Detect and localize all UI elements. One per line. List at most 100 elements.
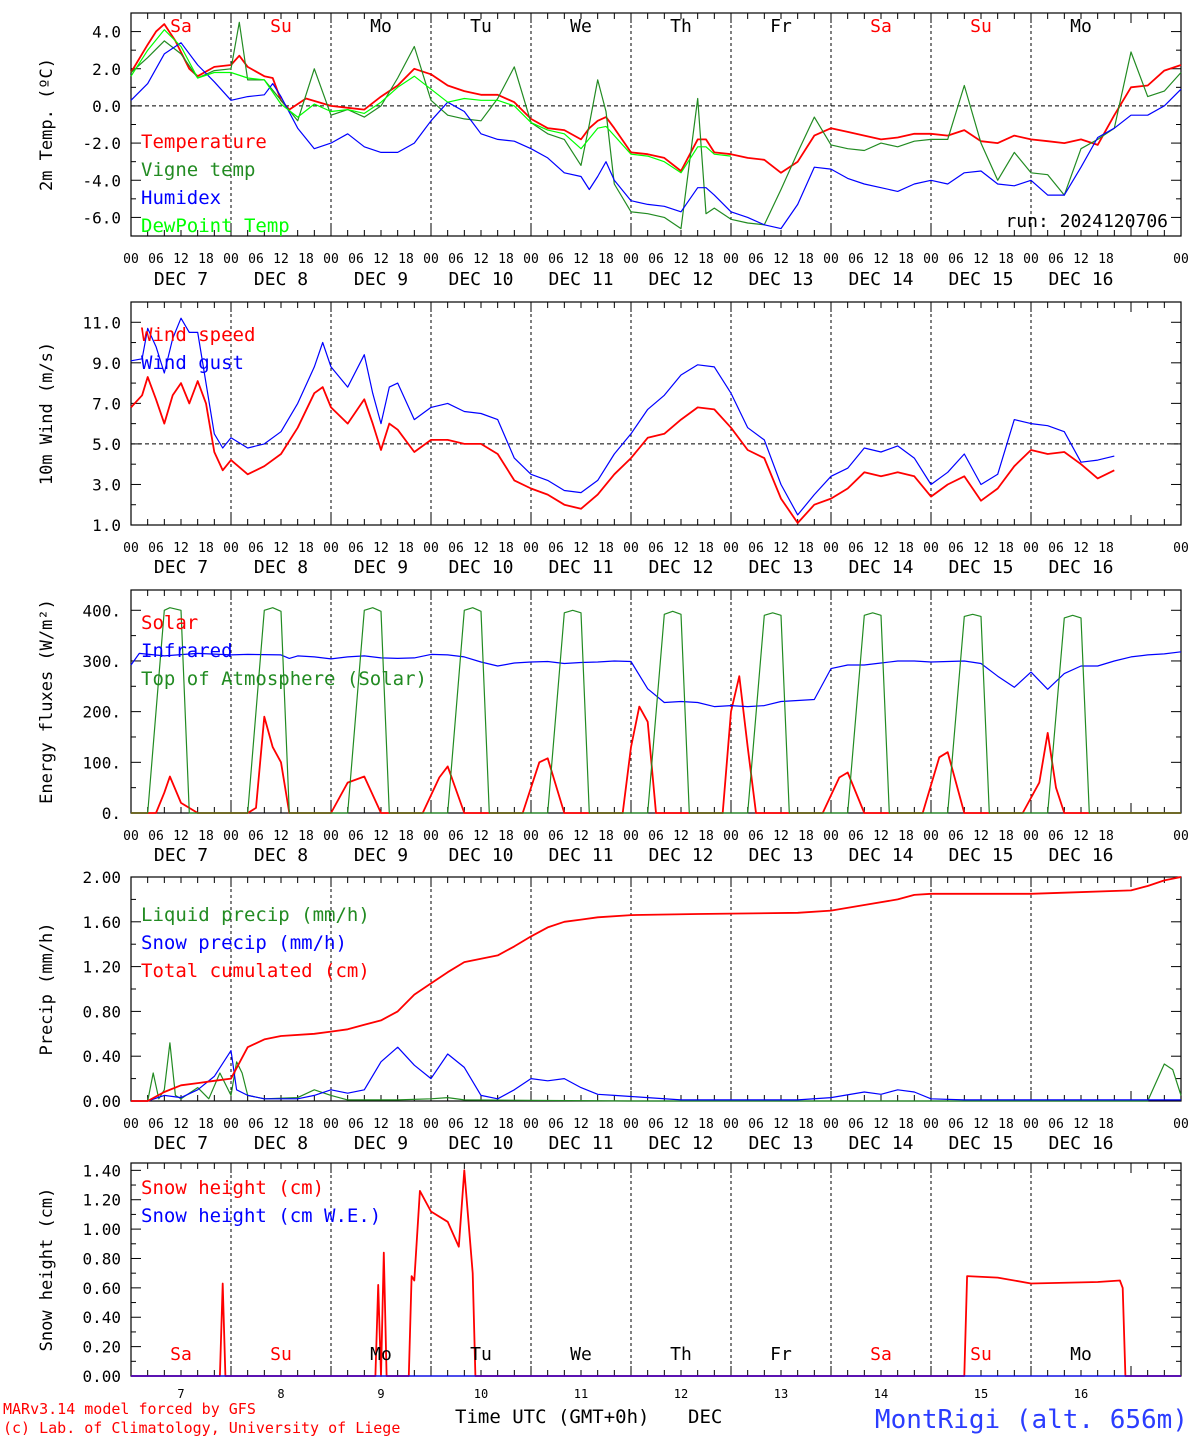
weekday-label: Mo bbox=[370, 1344, 392, 1365]
y-tick-label: 400. bbox=[82, 601, 121, 620]
hour-tick-label: 00 bbox=[123, 1117, 139, 1132]
hour-tick-label: 18 bbox=[398, 829, 414, 844]
hour-tick-label: 18 bbox=[798, 252, 814, 267]
y-tick-label: 4.0 bbox=[92, 23, 121, 42]
date-label: DEC 9 bbox=[354, 269, 408, 290]
hour-tick-label: 06 bbox=[1048, 252, 1064, 267]
hour-tick-label: 00 bbox=[723, 541, 739, 556]
hour-tick-label: 00 bbox=[923, 829, 939, 844]
series-line-snow-precip-mm-h bbox=[131, 1046, 1181, 1102]
y-tick-label: 11.0 bbox=[82, 313, 121, 332]
panel-5 bbox=[130, 1162, 1182, 1377]
credit-line: MARv3.14 model forced by GFS bbox=[3, 1400, 256, 1418]
hour-tick-label: 06 bbox=[548, 541, 564, 556]
y-tick-label: 1.20 bbox=[82, 1191, 121, 1210]
date-label: DEC 15 bbox=[948, 845, 1013, 866]
legend-entry: Top of Atmosphere (Solar) bbox=[141, 668, 427, 690]
y-tick-label: 3.0 bbox=[92, 475, 121, 494]
hour-tick-label: 12 bbox=[673, 541, 689, 556]
y-tick-label: -4.0 bbox=[82, 171, 121, 190]
hour-tick-label: 12 bbox=[973, 829, 989, 844]
hour-tick-label: 00 bbox=[423, 829, 439, 844]
date-label: DEC 10 bbox=[448, 269, 513, 290]
hour-tick-label: 06 bbox=[448, 541, 464, 556]
hour-tick-label: 00 bbox=[323, 1117, 339, 1132]
y-tick-label: 1.40 bbox=[82, 1161, 121, 1180]
date-label: DEC 13 bbox=[748, 269, 813, 290]
hour-tick-label: 06 bbox=[1048, 1117, 1064, 1132]
hour-tick-label: 18 bbox=[398, 1117, 414, 1132]
hour-tick-label: 18 bbox=[1098, 541, 1114, 556]
hour-tick-label: 06 bbox=[448, 829, 464, 844]
date-label: DEC 11 bbox=[548, 557, 613, 578]
hour-tick-label: 06 bbox=[548, 829, 564, 844]
y-tick-label: 0.0 bbox=[92, 97, 121, 116]
weekday-label: We bbox=[570, 1344, 592, 1365]
date-label: DEC 15 bbox=[948, 557, 1013, 578]
hour-tick-label: 06 bbox=[648, 252, 664, 267]
date-label: DEC 7 bbox=[154, 1133, 208, 1154]
date-label: DEC 12 bbox=[648, 845, 713, 866]
hour-tick-label: 00 bbox=[523, 1117, 539, 1132]
hour-tick-label: 18 bbox=[398, 541, 414, 556]
date-label: DEC 13 bbox=[748, 1133, 813, 1154]
date-label: DEC 11 bbox=[548, 1133, 613, 1154]
y-axis-label: 2m Temp. (ºC) bbox=[37, 58, 57, 191]
hour-tick-label: 00 bbox=[223, 252, 239, 267]
weekday-label: Tu bbox=[470, 16, 492, 37]
series-line-temperature bbox=[130, 23, 1182, 174]
hour-tick-label: 12 bbox=[673, 1117, 689, 1132]
date-label: DEC 7 bbox=[154, 269, 208, 290]
hour-tick-label: 00 bbox=[623, 252, 639, 267]
legend-entry: Temperature bbox=[141, 131, 267, 153]
hour-tick-label: 18 bbox=[998, 252, 1014, 267]
hour-tick-label: 18 bbox=[398, 252, 414, 267]
weekday-label: Sa bbox=[170, 1344, 192, 1365]
y-tick-label: 0.00 bbox=[82, 1367, 121, 1386]
date-label: DEC 8 bbox=[254, 1133, 308, 1154]
y-axis-label: Precip (mm/h) bbox=[37, 922, 57, 1055]
y-tick-label: 0. bbox=[102, 804, 121, 823]
hour-tick-label: 00 bbox=[823, 252, 839, 267]
series-line-humidex bbox=[130, 42, 1182, 230]
weekday-label: Fr bbox=[770, 16, 792, 37]
plot-frame bbox=[130, 12, 1182, 237]
legend-entry: Total cumulated (cm) bbox=[141, 960, 370, 982]
y-tick-label: 7.0 bbox=[92, 394, 121, 413]
weekday-label: Su bbox=[970, 16, 992, 37]
date-label: DEC 9 bbox=[354, 557, 408, 578]
hour-tick-label: 00 bbox=[1173, 1117, 1189, 1132]
hour-tick-label: 00 bbox=[323, 252, 339, 267]
hour-tick-label: 06 bbox=[748, 1117, 764, 1132]
hour-tick-label: 06 bbox=[748, 829, 764, 844]
series-line-dewpoint-temp bbox=[130, 29, 732, 174]
hour-tick-label: 00 bbox=[323, 541, 339, 556]
hour-tick-label: 18 bbox=[698, 829, 714, 844]
x-axis-unit: DEC bbox=[688, 1406, 722, 1428]
hour-tick-label: 00 bbox=[1173, 829, 1189, 844]
hour-tick-label: 12 bbox=[373, 829, 389, 844]
y-tick-label: 0.40 bbox=[82, 1047, 121, 1066]
y-axis-label: 10m Wind (m/s) bbox=[37, 342, 57, 485]
hour-tick-label: 06 bbox=[248, 1117, 264, 1132]
hour-tick-label: 18 bbox=[898, 541, 914, 556]
hour-tick-label: 00 bbox=[823, 1117, 839, 1132]
hour-tick-label: 00 bbox=[723, 1117, 739, 1132]
hour-tick-label: 12 bbox=[373, 252, 389, 267]
hour-tick-label: 18 bbox=[898, 1117, 914, 1132]
hour-tick-label: 06 bbox=[1048, 541, 1064, 556]
hour-tick-label: 18 bbox=[698, 541, 714, 556]
weekday-label: Fr bbox=[770, 1344, 792, 1365]
hour-tick-label: 12 bbox=[573, 541, 589, 556]
hour-tick-label: 06 bbox=[348, 252, 364, 267]
hour-tick-label: 18 bbox=[498, 1117, 514, 1132]
hour-tick-label: 00 bbox=[523, 829, 539, 844]
hour-tick-label: 00 bbox=[723, 252, 739, 267]
bottom-day-number: 10 bbox=[474, 1387, 488, 1401]
hour-tick-label: 18 bbox=[598, 1117, 614, 1132]
series-line-wind-gust bbox=[130, 317, 1115, 516]
hour-tick-label: 18 bbox=[998, 541, 1014, 556]
hour-tick-label: 06 bbox=[1048, 829, 1064, 844]
hour-tick-label: 00 bbox=[423, 252, 439, 267]
y-axis-label: Snow height (cm) bbox=[37, 1188, 57, 1352]
